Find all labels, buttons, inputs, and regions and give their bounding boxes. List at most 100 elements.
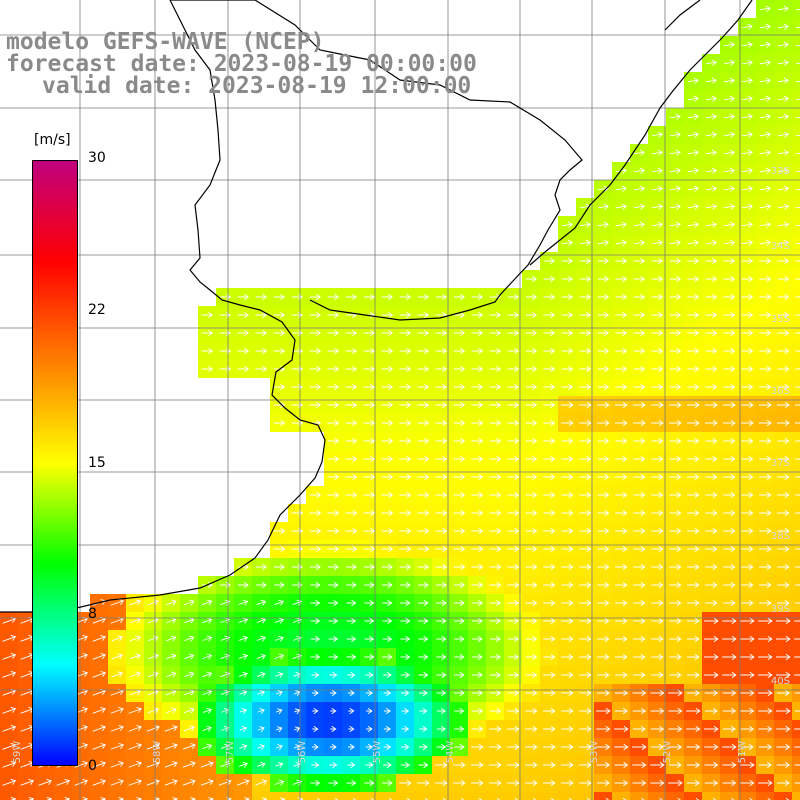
wind-arrow [723,365,736,373]
wind-arrow [543,329,556,337]
wind-arrow [758,725,773,733]
wind-arrow [489,329,502,337]
wind-arrow [255,563,268,571]
wind-arrow [364,617,375,625]
wind-arrow [345,491,358,499]
wind-arrow [202,653,213,660]
colorbar [32,160,78,766]
wind-arrow [345,329,358,337]
colorbar-tick-8: 8 [88,606,97,622]
wind-arrow [471,473,484,481]
wind-arrow [795,8,800,11]
wind-arrow [489,689,502,697]
wind-arrow [543,761,556,769]
wind-arrow [184,617,195,624]
wind-arrow [200,779,214,786]
wind-arrow [201,311,214,319]
wind-arrow [687,311,700,319]
wind-arrow [794,422,800,424]
wind-arrow [327,329,340,337]
wind-arrow [346,779,357,787]
wind-arrow [723,41,735,48]
wind-arrow [651,131,663,138]
wind-arrow [776,635,791,643]
wind-arrow [202,707,212,714]
wind-arrow [453,545,466,553]
wind-arrow [705,329,718,337]
wind-arrow [345,473,358,481]
wind-arrow [257,726,265,733]
wind-cell [792,180,800,198]
wind-arrow [723,77,735,84]
wind-arrow [561,347,574,355]
wind-arrow [489,671,501,679]
wind-arrow [776,419,790,427]
wind-arrow [401,707,410,715]
wind-arrow [401,725,410,733]
wind-arrow [329,671,338,679]
wind-arrow [436,617,447,625]
wind-arrow [741,347,754,355]
wind-arrow [687,113,699,120]
wind-arrow [758,401,772,409]
wind-arrow [382,653,393,661]
wind-arrow [2,670,17,678]
wind-arrow [669,275,682,283]
wind-arrow [418,671,429,679]
wind-arrow [381,545,394,553]
wind-cell [792,90,800,108]
wind-arrow [311,761,320,769]
wind-arrow [381,563,393,571]
wind-arrow [669,527,682,535]
wind-cell [594,792,612,800]
wind-arrow [722,779,737,787]
wind-arrow [471,761,484,769]
wind-arrow [669,239,682,246]
wind-arrow [543,617,556,625]
wind-arrow [166,671,177,678]
lat-label: 39S [771,604,790,615]
lat-label: 33S [771,166,790,177]
wind-arrow [615,329,628,337]
wind-arrow [759,5,771,12]
wind-arrow [478,797,483,800]
wind-arrow [417,293,430,301]
wind-arrow [759,149,772,156]
colorbar-unit: [m/s] [34,132,71,148]
wind-arrow [399,347,412,355]
wind-arrow [471,725,484,733]
wind-arrow [256,581,267,589]
wind-arrow [561,725,574,733]
wind-arrow [417,563,430,571]
wind-arrow [759,275,772,283]
wind-arrow [525,761,538,769]
wind-arrow [310,779,321,787]
wind-arrow [489,545,502,553]
wind-arrow [687,671,700,679]
wind-arrow [38,778,53,786]
wind-arrow [767,797,772,800]
wind-arrow [400,635,411,643]
wind-cell [792,162,800,180]
wind-arrow [364,635,375,643]
wind-arrow [525,779,538,787]
wind-arrow [543,437,556,445]
colorbar-tick-22: 22 [88,302,106,318]
wind-arrow [507,347,520,355]
wind-arrow [795,170,800,173]
wind-arrow [687,149,699,156]
wind-arrow [633,455,646,463]
wind-arrow [543,419,556,427]
wind-arrow [776,689,790,697]
wind-arrow [347,689,355,697]
wind-arrow [704,671,719,679]
wind-arrow [471,743,484,751]
wind-arrow [543,671,556,679]
wind-arrow [507,455,520,463]
wind-arrow [383,707,391,715]
wind-arrow [328,779,339,787]
wind-arrow [92,707,106,714]
wind-arrow [400,761,411,769]
wind-arrow [651,617,664,625]
wind-arrow [381,365,394,373]
